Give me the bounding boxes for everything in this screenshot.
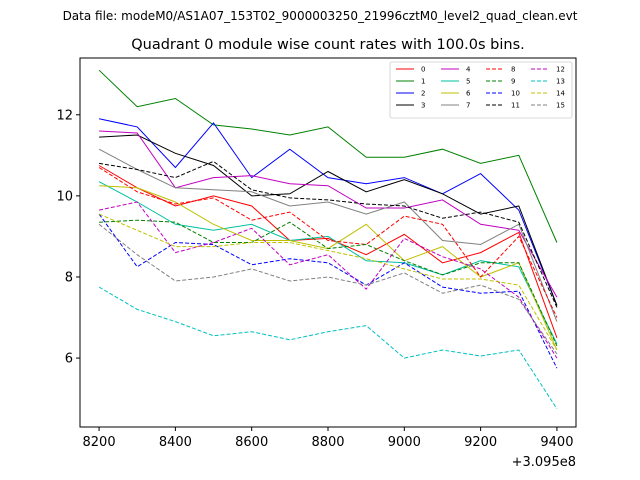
series-line-14 — [98, 213, 558, 351]
legend-label-0: 0 — [421, 66, 425, 74]
legend-label-7: 7 — [466, 102, 470, 110]
legend-frame — [389, 61, 573, 119]
x-axis-ticks: 8200 8400 8600 8800 9000 9200 9400 — [83, 427, 573, 450]
series-line-2 — [98, 118, 558, 306]
series-line-9 — [99, 219, 558, 347]
legend-label-6: 6 — [466, 90, 471, 98]
x-tick-label-8600: 8600 — [235, 435, 268, 450]
x-offset-label: +3.095e8 — [512, 455, 576, 470]
legend-label-2: 2 — [421, 90, 425, 98]
legend-label-3: 3 — [421, 102, 425, 110]
legend-label-5: 5 — [466, 78, 470, 86]
legend-label-1: 1 — [421, 78, 425, 86]
series-line-5 — [98, 181, 558, 345]
series-line-13 — [98, 286, 558, 410]
series-line-7 — [98, 148, 558, 322]
series-line-6 — [99, 185, 558, 351]
legend-label-14: 14 — [556, 90, 565, 98]
legend-label-15: 15 — [556, 102, 565, 110]
series-line-1 — [98, 69, 558, 243]
series-line-3 — [99, 134, 558, 306]
plot-lines — [98, 69, 558, 410]
series-line-11 — [99, 160, 558, 308]
chart-title: Quadrant 0 module wise count rates with … — [131, 37, 525, 53]
x-tick-label-9400: 9400 — [540, 435, 573, 450]
series-line-0 — [98, 165, 558, 338]
series-line-8 — [98, 167, 558, 318]
x-tick-label-8800: 8800 — [311, 435, 344, 450]
legend-label-13: 13 — [556, 78, 565, 86]
x-tick-label-9000: 9000 — [388, 435, 421, 450]
y-tick-label-8: 8 — [65, 270, 73, 285]
y-tick-label-6: 6 — [65, 352, 73, 367]
legend-label-10: 10 — [511, 90, 520, 98]
legend-label-12: 12 — [556, 66, 565, 74]
y-tick-label-12: 12 — [56, 108, 73, 123]
x-tick-label-9200: 9200 — [464, 435, 497, 450]
legend-label-8: 8 — [511, 66, 515, 74]
series-line-4 — [99, 130, 558, 298]
legend-label-4: 4 — [466, 66, 471, 74]
series-line-10 — [98, 213, 558, 369]
y-tick-label-10: 10 — [56, 189, 73, 204]
x-tick-label-8200: 8200 — [83, 435, 116, 450]
legend-label-9: 9 — [511, 78, 515, 86]
x-tick-label-8400: 8400 — [159, 435, 192, 450]
series-line-12 — [98, 201, 558, 359]
y-axis-ticks: 6 8 10 12 — [56, 108, 80, 367]
legend-label-11: 11 — [511, 102, 520, 110]
chart-suptitle: Data file: modeM0/AS1A07_153T02_90000032… — [63, 9, 578, 23]
